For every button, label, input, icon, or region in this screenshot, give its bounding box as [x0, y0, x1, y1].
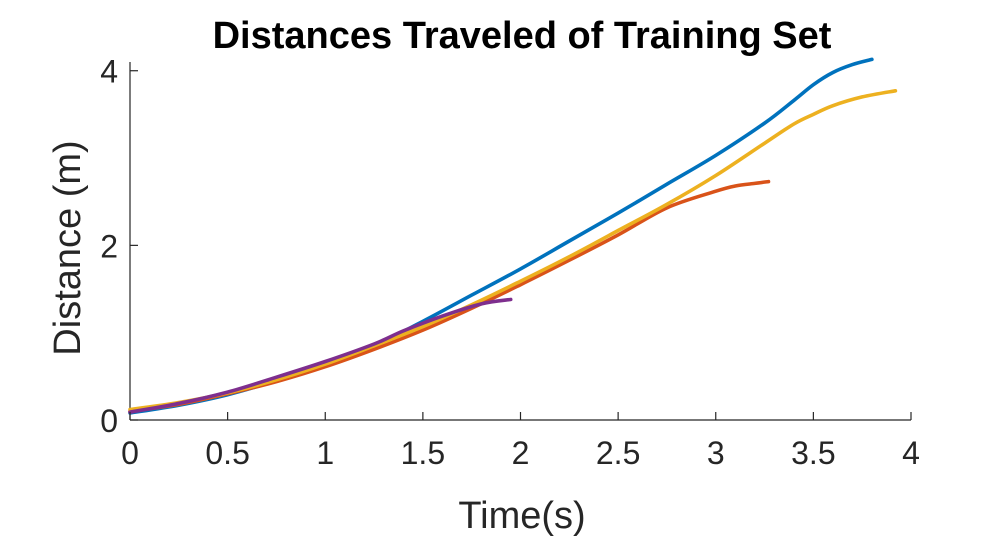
x-tick-label: 3 — [707, 435, 725, 471]
y-tick-label: 0 — [100, 403, 118, 439]
ticks: 0 0.5 1 1.5 2 2.5 3 3.5 4 0 2 4 — [100, 54, 920, 471]
x-tick-label: 4 — [902, 435, 920, 471]
axes — [129, 62, 911, 421]
series-line-3 — [128, 89, 898, 412]
x-tick-label: 0 — [121, 435, 139, 471]
series-line-4 — [128, 297, 513, 414]
series-group — [128, 57, 898, 415]
x-tick-label: 1 — [316, 435, 334, 471]
x-axis-label: Time(s) — [458, 495, 585, 537]
series-line-1 — [128, 57, 874, 415]
x-tick-label: 3.5 — [791, 435, 835, 471]
y-axis-label: Distance (m) — [47, 140, 89, 355]
x-tick-label: 1.5 — [401, 435, 445, 471]
x-tick-label: 2 — [512, 435, 530, 471]
chart-title: Distances Traveled of Training Set — [213, 15, 832, 57]
series-line-2 — [128, 179, 771, 414]
y-tick-label: 2 — [100, 228, 118, 264]
y-tick-label: 4 — [100, 54, 118, 90]
x-tick-label: 0.5 — [205, 435, 249, 471]
x-tick-label: 2.5 — [596, 435, 640, 471]
